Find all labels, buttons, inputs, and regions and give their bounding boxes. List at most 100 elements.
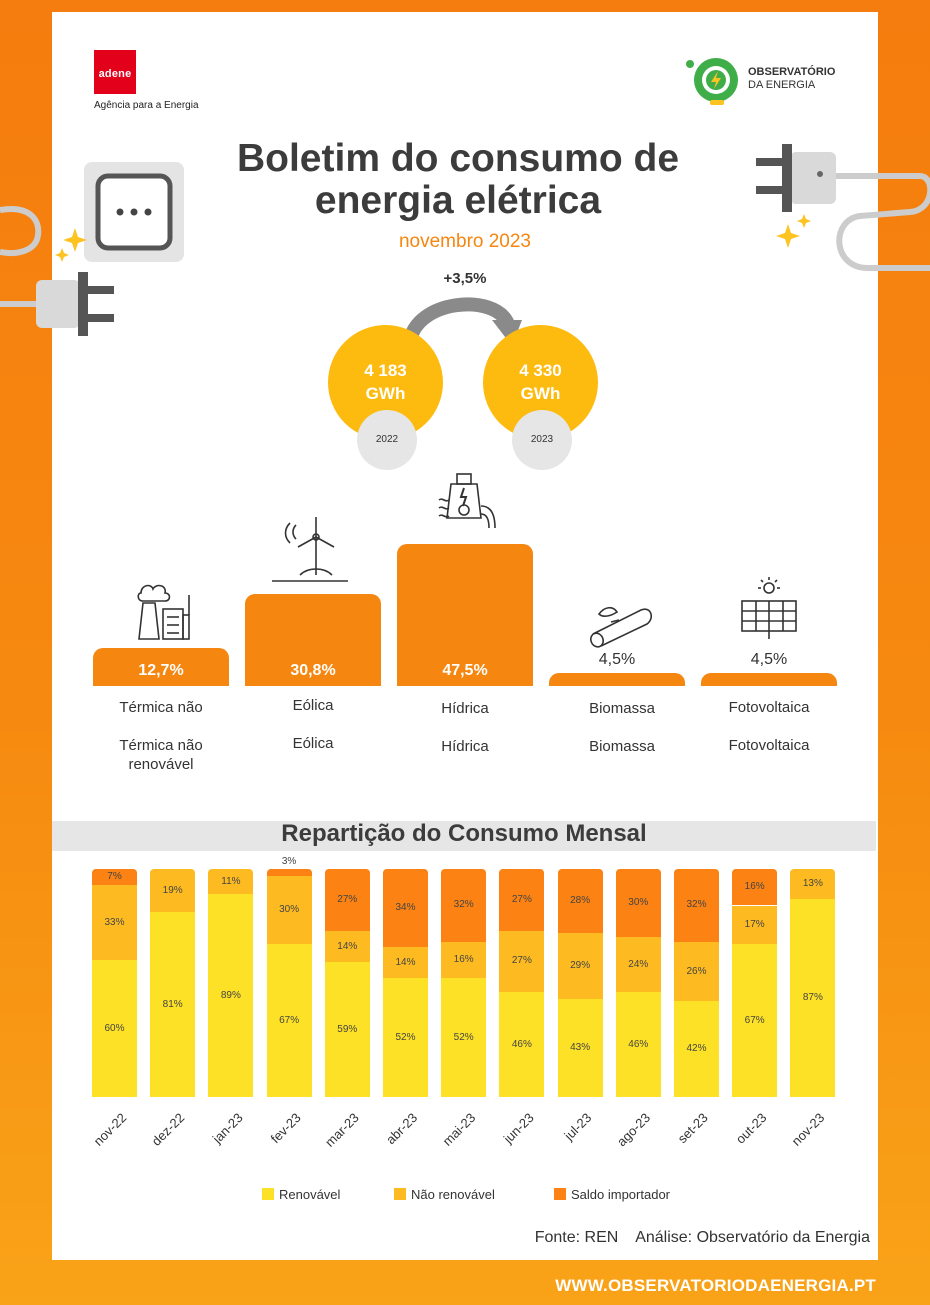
source-value-fotovoltaica: 4,5%	[750, 651, 788, 668]
source-label-hidrica: Hídrica	[441, 700, 489, 717]
source-label-eolica: Eólica	[292, 697, 334, 714]
chart-bar-ago-23: 46% 24% 30%	[615, 869, 661, 1097]
page-title: Boletim do consumo de energia elétrica	[236, 137, 680, 222]
chart-data-label: 30%	[279, 904, 300, 916]
chart-data-label: 26%	[686, 965, 707, 977]
chart-data-label: 46%	[628, 1038, 649, 1050]
page-subtitle: novembro 2023	[398, 231, 532, 252]
chart-data-label: 67%	[744, 1014, 765, 1026]
chart-segment-nao-renovavel: 29%	[557, 932, 603, 999]
chart-segment-renovavel: 81%	[150, 912, 196, 1097]
source-bar-fotovoltaica	[701, 672, 837, 686]
data-source: Fonte: REN Análise: Observatório da Ener…	[534, 1229, 870, 1246]
consumption-2023-unit: GWh	[520, 384, 561, 403]
source-label-biomassa: Biomassa	[589, 700, 655, 717]
chart-title: Repartição do Consumo Mensal	[281, 820, 647, 847]
chart-segment-nao-renovavel: 19%	[150, 869, 196, 913]
chart-segment-nao-renovavel: 33%	[92, 884, 137, 961]
legend-label-renovavel: Renovável	[279, 1187, 341, 1202]
chart-segment-saldo: 34%	[383, 869, 428, 947]
chart-data-label: 16%	[453, 954, 474, 966]
chart-segment-renovavel: 42%	[674, 1001, 719, 1097]
chart-segment-nao-renovavel: 24%	[615, 937, 661, 993]
chart-segment-saldo: 32%	[674, 869, 719, 942]
legend-swatch-saldo	[554, 1188, 566, 1200]
source-label-biomassa-repeat: Biomassa	[589, 738, 655, 755]
wind-turbine-icon	[272, 517, 348, 582]
source-label-termica: Térmica não	[119, 699, 203, 716]
source-value-termica: 12,7%	[138, 662, 184, 679]
chart-data-label: 46%	[511, 1038, 532, 1050]
year-2022-badge: 2022	[357, 410, 417, 470]
legend-label-saldo: Saldo importador	[571, 1187, 670, 1202]
chart-data-label: 19%	[162, 884, 183, 896]
chart-data-label: 14%	[337, 940, 358, 952]
chart-data-label: 60%	[104, 1022, 125, 1034]
chart-segment-renovavel: 52%	[441, 978, 487, 1097]
chart-data-label: 67%	[279, 1014, 300, 1026]
chart-segment-nao-renovavel: 27%	[499, 930, 545, 993]
chart-data-label: 59%	[337, 1023, 358, 1035]
source-bar-biomassa	[549, 672, 685, 686]
chart-data-label: 42%	[686, 1043, 707, 1055]
chart-data-label: 89%	[220, 989, 241, 1001]
chart-data-label: 13%	[802, 877, 823, 889]
chart-segment-nao-renovavel: 16%	[441, 941, 487, 979]
chart-segment-renovavel: 89%	[208, 894, 254, 1097]
source-bar-termica	[93, 647, 229, 686]
observatorio-line2: DA ENERGIA	[748, 79, 816, 91]
chart-segment-renovavel: 87%	[790, 898, 836, 1097]
chart-bar-out-23: 67% 17% 16%	[732, 869, 778, 1097]
chart-header-band	[52, 821, 876, 851]
year-2023-badge: 2023	[512, 410, 572, 470]
chart-segment-saldo: 16%	[732, 869, 778, 906]
source-value-hidrica: 47,5%	[442, 662, 488, 679]
chart-data-label: 27%	[511, 893, 532, 905]
chart-segment-renovavel: 46%	[499, 992, 545, 1097]
chart-segment-saldo: 28%	[557, 869, 603, 933]
chart-segment-renovavel: 46%	[615, 992, 661, 1097]
chart-segment-saldo: 27%	[499, 869, 545, 931]
chart-data-label: 24%	[628, 958, 649, 970]
chart-data-label: 27%	[511, 955, 532, 967]
chart-data-label: 30%	[628, 897, 649, 909]
chart-segment-nao-renovavel: 14%	[383, 946, 428, 979]
chart-data-label: 29%	[570, 959, 591, 971]
plug-cable-illustration	[756, 144, 930, 272]
chart-bar-jul-23: 43% 29% 28%	[557, 869, 603, 1097]
source-bar-eolica	[245, 593, 381, 686]
chart-segment-nao-renovavel: 13%	[790, 869, 836, 899]
chart-data-label: 87%	[802, 991, 823, 1003]
observatorio-logo-text: OBSERVATÓRIO DA ENERGIA	[748, 66, 835, 92]
chart-bar-mar-23: 59% 14% 27%	[324, 869, 370, 1097]
chart-segment-saldo: 30%	[615, 869, 661, 938]
chart-segment-nao-renovavel: 26%	[674, 941, 719, 1002]
chart-data-label: 34%	[395, 901, 416, 913]
source-label-termica-full: Térmica não renovável	[119, 737, 203, 773]
source-label-eolica-repeat: Eólica	[292, 735, 334, 752]
observatorio-line1: OBSERVATÓRIO	[748, 66, 836, 78]
source-label-hidrica-repeat: Hídrica	[441, 738, 489, 755]
consumption-2022-unit: GWh	[365, 384, 406, 403]
adene-logo-text: adene	[98, 68, 132, 80]
chart-data-label: 7%	[107, 870, 122, 882]
chart-data-label: 43%	[570, 1041, 591, 1053]
biomass-log-icon	[590, 606, 653, 648]
adene-logo	[94, 50, 136, 94]
consumption-2022-value: 4 183	[364, 361, 407, 380]
socket-plug-illustration	[0, 162, 184, 336]
chart-data-label: 28%	[570, 894, 591, 906]
growth-label: +3,5%	[443, 270, 487, 287]
website-link[interactable]: WWW.OBSERVATORIODAENERGIA.PT	[555, 1276, 876, 1295]
legend-swatch-renovavel	[262, 1188, 274, 1200]
chart-data-label: 11%	[221, 875, 241, 887]
chart-data-label: 17%	[744, 918, 765, 930]
chart-data-label: 32%	[686, 899, 707, 911]
chart-data-label: 27%	[337, 893, 358, 905]
chart-bar-abr-23: 52% 14% 34%	[383, 869, 428, 1097]
legend-swatch-nao-renovavel	[394, 1188, 406, 1200]
chart-bar-dez-22: 81% 19%	[150, 869, 196, 1097]
chart-segment-saldo	[266, 869, 312, 876]
adene-tagline: Agência para a Energia	[94, 100, 199, 111]
